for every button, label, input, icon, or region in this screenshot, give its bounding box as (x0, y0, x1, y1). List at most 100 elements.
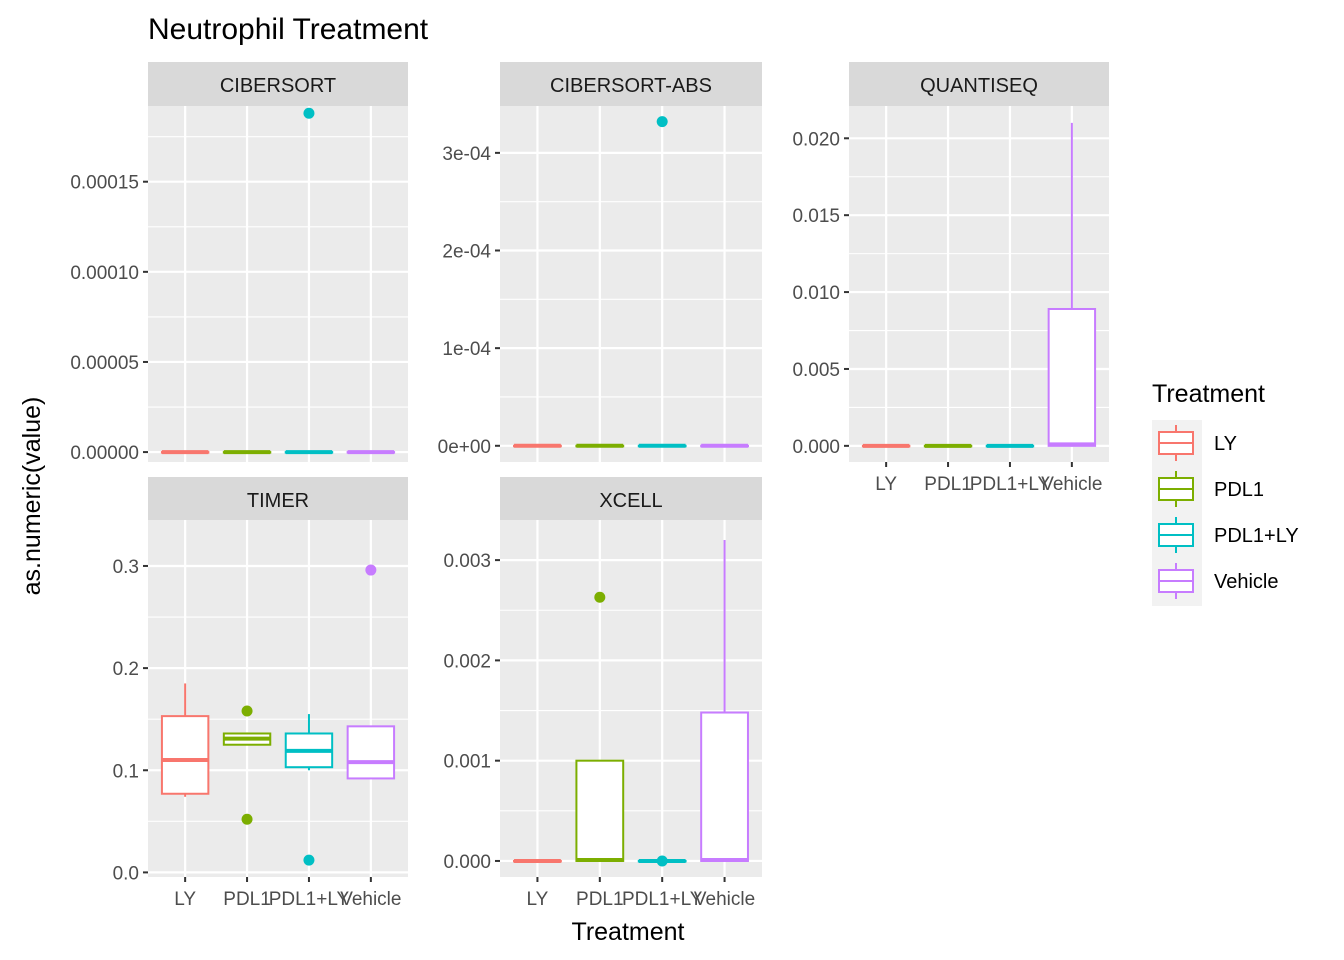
facet-strip (500, 62, 762, 106)
y-axis-title: as.numeric(value) (18, 397, 46, 596)
facet-strip-label: XCELL (599, 490, 662, 512)
legend-title: Treatment (1152, 380, 1265, 408)
legend-items: LY PDL1 PDL1+LY Vehicle (1152, 420, 1299, 606)
box-vehicle (346, 564, 396, 780)
box-pdl1-ly (985, 443, 1035, 448)
y-tick-label: 0.000 (792, 437, 840, 458)
box-pdl1 (222, 450, 272, 455)
box-body (700, 711, 749, 862)
y-tick-label: 0.001 (443, 752, 491, 773)
legend-item-ly: LY (1158, 425, 1237, 461)
x-tick-label: PDL1 (924, 474, 972, 495)
y-tick-label: 0.00000 (70, 443, 139, 464)
legend-item-pdl1: PDL1 (1158, 471, 1264, 507)
x-tick-label: PDL1+LY (269, 889, 350, 910)
y-tick-label: 0.015 (792, 206, 840, 227)
y-tick-label: 0.020 (792, 129, 840, 150)
box-body (160, 715, 210, 795)
y-tick-label: 0.1 (113, 761, 139, 782)
legend-item-label: LY (1214, 433, 1237, 455)
y-tick-label: 2e-04 (442, 242, 491, 263)
box-pdl1 (923, 443, 973, 448)
outlier-point (656, 855, 668, 867)
y-tick-label: 0.0 (113, 863, 139, 884)
panel-background (148, 520, 408, 877)
y-tick-label: 0.002 (443, 651, 491, 672)
x-tick-label: PDL1+LY (622, 889, 703, 910)
panel-background (148, 106, 408, 462)
x-tick-label: Vehicle (340, 889, 401, 910)
y-tick-label: 3e-04 (442, 144, 491, 165)
box-ly (861, 443, 911, 448)
box-pdl1 (222, 705, 272, 825)
box-vehicle (700, 443, 749, 448)
x-tick-label: Vehicle (1041, 474, 1102, 495)
x-tick-label: LY (527, 889, 549, 910)
box-ly (160, 683, 210, 797)
facet-strip-label: CIBERSORT-ABS (550, 75, 712, 97)
outlier-point (241, 813, 253, 825)
y-tick-label: 1e-04 (442, 339, 491, 360)
legend-item-vehicle: Vehicle (1158, 563, 1279, 599)
box-pdl1-ly (284, 107, 334, 455)
facet-strip-label: CIBERSORT (220, 75, 336, 97)
x-tick-label: PDL1 (223, 889, 271, 910)
y-tick-label: 0.005 (792, 360, 840, 381)
box-ly (513, 443, 562, 448)
y-tick-label: 0e+00 (438, 437, 491, 458)
facet-strip-label: TIMER (247, 490, 309, 512)
facet-xcell: XCELL 0.000 0.001 0.002 0.003 LY PDL1PDL1+LYVe… (443, 477, 762, 910)
outlier-point (303, 854, 315, 866)
x-tick-label: LY (174, 889, 196, 910)
x-axis-title: Treatment (571, 918, 684, 946)
x-tick-label: PDL1+LY (970, 474, 1051, 495)
facet-strip (148, 62, 408, 106)
box-pdl1 (575, 443, 625, 448)
box-vehicle (346, 450, 396, 455)
facet-cibersort-abs: CIBERSORT-ABS 0e+00 1e-04 2e-04 3e-04 (438, 62, 762, 462)
chart-title: Neutrophil Treatment (148, 13, 429, 46)
y-tick-label: 0.003 (443, 551, 491, 572)
box-body (1047, 307, 1097, 447)
facet-strip (148, 477, 408, 520)
facet-strip-label: QUANTISEQ (920, 75, 1038, 97)
facet-panels: CIBERSORT0.000000.000050.000100.00015CIB… (70, 62, 1109, 910)
y-tick-label: 0.2 (113, 659, 139, 680)
box-ly (160, 450, 210, 455)
box-body (575, 759, 625, 862)
box-ly (513, 858, 562, 863)
legend-item-label: PDL1 (1214, 479, 1264, 501)
y-tick-label: 0.00005 (70, 353, 139, 374)
legend: Treatment LY PDL1 PDL1+LY Vehicle (1152, 380, 1299, 606)
x-tick-label: Vehicle (694, 889, 755, 910)
outlier-point (594, 591, 606, 603)
outlier-point (365, 564, 377, 576)
box-pdl1-ly (284, 714, 334, 866)
panel-background (500, 106, 762, 462)
legend-item-label: Vehicle (1214, 571, 1279, 593)
y-tick-label: 0.000 (443, 852, 491, 873)
box-body (346, 725, 396, 780)
y-tick-label: 0.3 (113, 557, 139, 578)
y-tick-label: 0.00015 (70, 173, 139, 194)
box-pdl1 (575, 591, 625, 862)
outlier-point (303, 107, 315, 119)
legend-item-label: PDL1+LY (1214, 525, 1299, 547)
x-tick-label: LY (875, 474, 897, 495)
outlier-point (656, 116, 668, 128)
y-tick-label: 0.010 (792, 283, 840, 304)
box-pdl1-ly (637, 855, 687, 867)
box-vehicle (700, 540, 749, 862)
box-pdl1-ly (637, 116, 687, 448)
outlier-point (241, 705, 253, 717)
facet-cibersort: CIBERSORT 0.00000 0.00005 0.00010 0.00015 (70, 62, 408, 464)
facet-quantiseq: QUANTISEQ 0.000 0.005 0.010 0.015 0.020 LY PDL1… (792, 62, 1109, 495)
x-tick-label: PDL1 (576, 889, 624, 910)
y-tick-label: 0.00010 (70, 263, 139, 284)
facet-strip (500, 477, 762, 520)
box-vehicle (1047, 122, 1097, 447)
legend-item-pdl1-ly: PDL1+LY (1158, 517, 1299, 553)
facet-strip (849, 62, 1109, 106)
